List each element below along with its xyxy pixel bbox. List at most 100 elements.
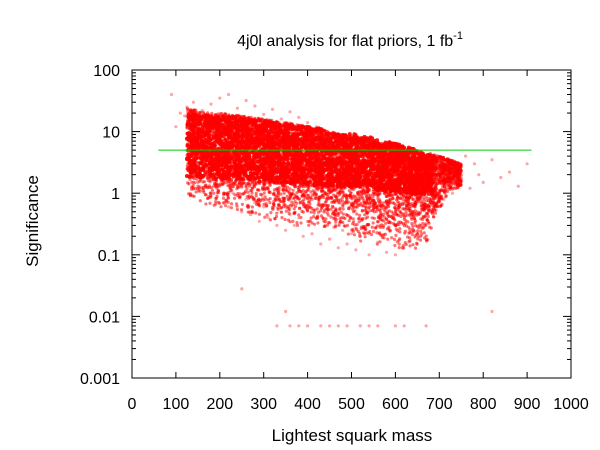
data-point [378,216,382,220]
data-point [293,204,298,208]
data-point [244,185,248,189]
data-point [368,209,372,213]
data-point [309,216,313,220]
data-point [263,195,267,199]
data-point [381,219,386,223]
data-point [363,208,367,212]
data-point [195,177,199,181]
data-point [293,211,297,215]
data-point [256,198,261,202]
data-point [288,195,292,199]
data-point [344,195,348,199]
data-point [235,207,239,212]
data-point [334,220,338,224]
data-point [369,193,373,197]
data-point [348,216,352,220]
data-point [358,234,362,238]
data-point [224,204,228,208]
data-point [337,193,342,197]
data-point [191,187,195,191]
data-point [230,188,234,192]
data-point [351,227,355,231]
data-point [218,201,222,205]
data-point [298,206,302,210]
data-point [378,192,382,196]
data-point [297,213,301,217]
data-point [366,192,370,197]
data-point [284,188,288,192]
data-point [365,223,369,227]
data-point [299,215,303,220]
data-point [363,228,367,232]
data-point [326,207,330,211]
data-point [291,188,295,192]
data-point [333,217,337,221]
data-point [287,211,291,215]
data-point [309,210,313,214]
data-point [292,196,296,200]
data-point [281,188,285,192]
data-point [326,223,330,227]
data-point [203,193,207,197]
data-point [220,183,224,187]
data-point [376,199,380,203]
data-point [379,203,383,207]
data-point [214,183,218,187]
data-point [268,201,272,205]
data-point [359,201,363,205]
data-point [385,217,389,221]
data-point [254,180,258,184]
data-point [310,221,314,225]
data-point [307,205,311,209]
data-point [308,202,312,206]
data-point [329,207,333,211]
data-point [334,224,338,228]
data-point [353,223,357,227]
data-point [387,205,391,209]
data-point [358,213,362,217]
data-point [198,199,202,203]
data-point [322,224,326,228]
data-point [295,201,299,205]
data-point [208,191,212,195]
data-point [339,216,344,220]
data-point [375,224,379,228]
data-point [365,198,369,203]
data-point [264,202,268,206]
data-point [288,203,292,207]
data-point [351,210,356,214]
data-point [307,186,311,190]
data-point [223,138,227,142]
data-point [377,208,381,212]
chart-title: 4j0l analysis for flat priors, 1 fb-1 [237,30,463,50]
data-point [355,212,359,216]
data-point [235,183,239,187]
data-point [201,189,206,193]
data-point [197,189,201,193]
data-point [268,218,272,222]
data-point [337,223,341,227]
data-point [354,226,358,230]
data-point [281,200,285,204]
data-point [310,197,314,201]
data-point [371,221,375,225]
data-point [362,224,366,229]
data-point [350,203,354,207]
data-point [268,183,272,187]
data-point [277,203,281,207]
data-point [307,223,311,227]
data-point [307,220,311,224]
data-point [221,201,226,205]
data-point [386,210,390,214]
data-point [263,188,267,192]
data-point [193,181,197,185]
data-point [326,204,331,208]
data-point [273,217,277,221]
data-point [345,223,350,227]
data-point [335,195,339,199]
data-point [282,202,286,207]
data-point [187,192,191,196]
data-point [321,186,325,190]
data-point [212,191,216,195]
data-point [257,212,261,216]
